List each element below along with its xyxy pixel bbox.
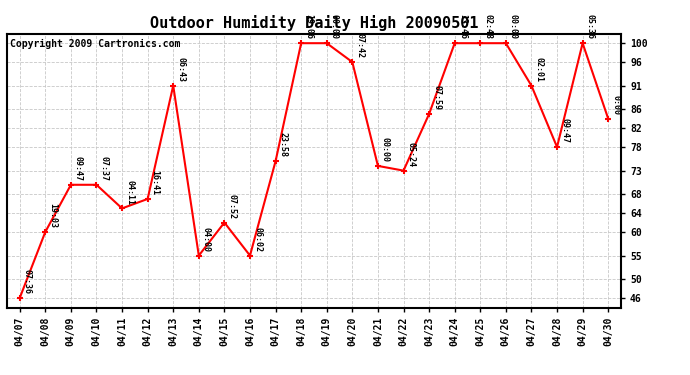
Text: 04:00: 04:00 — [202, 227, 211, 252]
Text: 19:03: 19:03 — [48, 203, 57, 228]
Text: 16:41: 16:41 — [150, 170, 159, 195]
Text: 07:36: 07:36 — [23, 269, 32, 294]
Text: 02:48: 02:48 — [483, 14, 493, 39]
Text: 07:59: 07:59 — [432, 85, 441, 110]
Text: 06:02: 06:02 — [253, 227, 262, 252]
Text: 00:00: 00:00 — [330, 14, 339, 39]
Text: 05:24: 05:24 — [406, 142, 415, 167]
Text: 00:00: 00:00 — [381, 137, 390, 162]
Text: 09:47: 09:47 — [74, 156, 83, 181]
Text: 07:52: 07:52 — [228, 194, 237, 219]
Text: 19:06: 19:06 — [304, 14, 313, 39]
Text: 0:00: 0:00 — [611, 95, 620, 115]
Text: 07:37: 07:37 — [99, 156, 108, 181]
Title: Outdoor Humidity Daily High 20090501: Outdoor Humidity Daily High 20090501 — [150, 15, 478, 31]
Text: 09:47: 09:47 — [560, 118, 569, 143]
Text: 07:42: 07:42 — [355, 33, 364, 58]
Text: Copyright 2009 Cartronics.com: Copyright 2009 Cartronics.com — [10, 39, 180, 49]
Text: 13:46: 13:46 — [457, 14, 466, 39]
Text: 02:01: 02:01 — [535, 57, 544, 82]
Text: 06:43: 06:43 — [176, 57, 186, 82]
Text: 23:58: 23:58 — [279, 132, 288, 158]
Text: 05:36: 05:36 — [586, 14, 595, 39]
Text: 04:11: 04:11 — [125, 180, 134, 205]
Text: 00:00: 00:00 — [509, 14, 518, 39]
